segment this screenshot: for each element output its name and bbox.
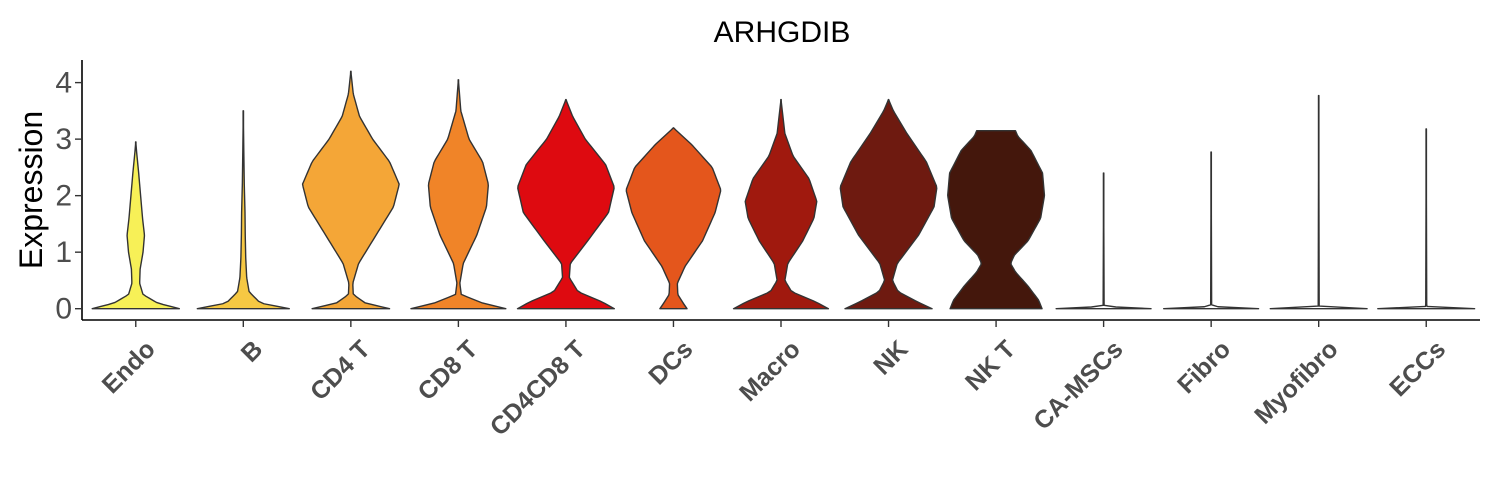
violins-group <box>91 70 1476 310</box>
violin-b <box>196 110 290 310</box>
x-tick-label-endo: Endo <box>97 335 161 399</box>
x-tick-label-nk-t: NK T <box>960 335 1021 396</box>
x-tick-label-myofibro: Myofibro <box>1249 335 1343 429</box>
x-tick-label-cd8-t: CD8 T <box>412 335 483 406</box>
violin-cd8-t <box>410 79 507 310</box>
x-tick-label-dcs: DCs <box>643 335 698 390</box>
violin-nk <box>839 98 938 310</box>
violin-macro <box>732 98 830 310</box>
x-tick-label-cd4cd8-t: CD4CD8 T <box>485 335 591 441</box>
y-tick-label: 2 <box>55 180 72 213</box>
x-tick-label-b: B <box>236 335 269 368</box>
violin-endo <box>91 141 181 310</box>
y-axis-label: Expression <box>13 111 49 269</box>
violin-nk-t <box>947 129 1046 310</box>
violin-cd4cd8-t <box>516 98 616 310</box>
violin-ca-mscs <box>1055 172 1152 310</box>
y-tick-label: 0 <box>55 293 72 326</box>
violin-fibro <box>1163 151 1260 310</box>
violin-myofibro <box>1269 94 1368 310</box>
x-tick-label-cd4-t: CD4 T <box>305 335 376 406</box>
violin-eccs <box>1377 128 1476 310</box>
x-tick-label-fibro: Fibro <box>1172 335 1236 399</box>
chart-title: ARHGDIB <box>714 16 851 49</box>
y-tick-label: 3 <box>55 123 72 156</box>
x-tick-label-ca-mscs: CA-MSCs <box>1028 335 1128 435</box>
x-tick-label-eccs: ECCs <box>1384 335 1451 402</box>
violin-cd4-t <box>301 70 400 310</box>
x-tick-label-macro: Macro <box>734 335 806 407</box>
violin-dcs <box>625 127 722 310</box>
y-tick-label: 4 <box>55 67 72 100</box>
x-tick-label-nk: NK <box>868 335 913 380</box>
y-tick-label: 1 <box>55 236 72 269</box>
